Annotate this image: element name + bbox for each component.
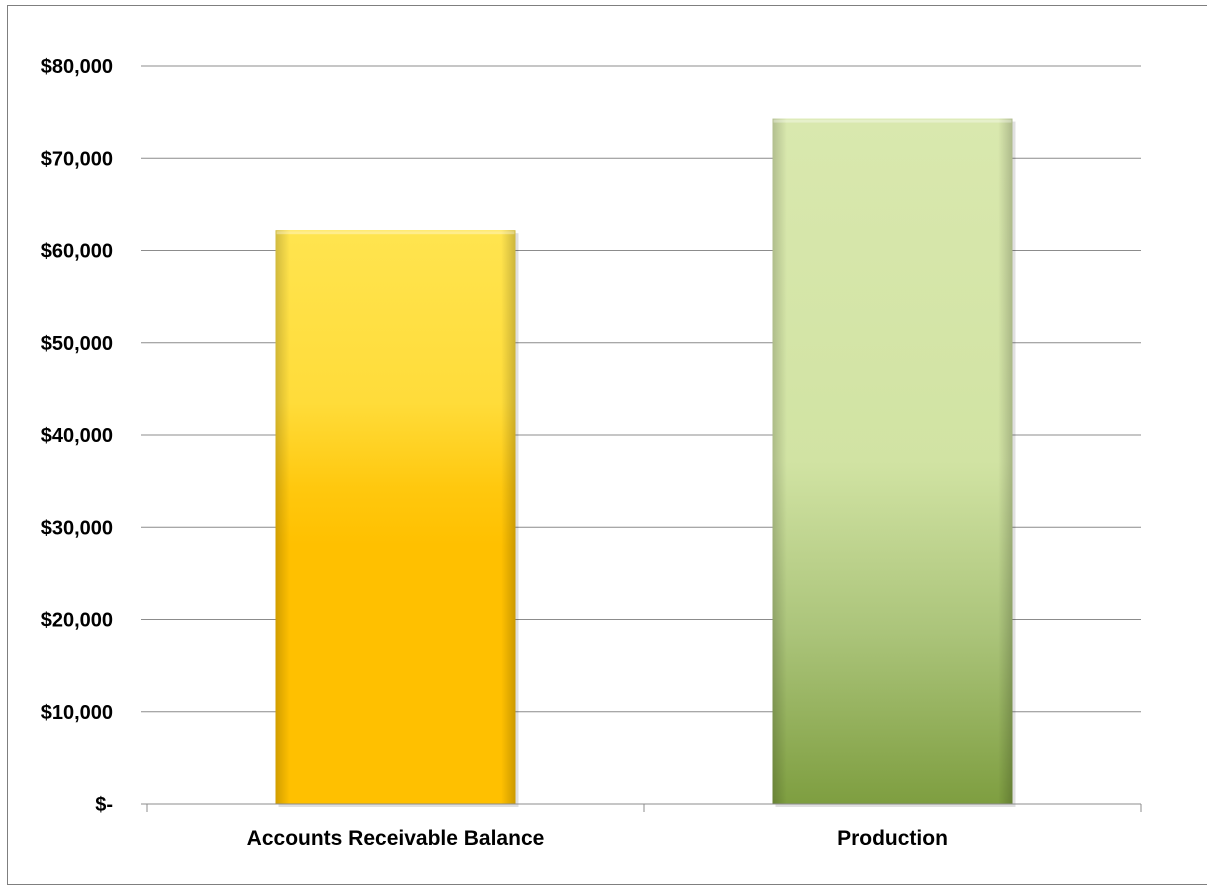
bars (275, 118, 1016, 807)
y-tick-label: $50,000 (41, 333, 113, 355)
x-category-label: Production (837, 827, 948, 850)
y-tick-label: $20,000 (41, 610, 113, 632)
bar-bevel (772, 118, 1013, 804)
bar-highlight (773, 119, 1012, 123)
tick-labels: $- $10,000 $20,000 $30,000 $40,000 $50,000 $60… (41, 56, 948, 850)
y-tick-label: $10,000 (41, 702, 113, 724)
y-tick-label: $80,000 (41, 56, 113, 78)
bar-bevel (275, 230, 516, 804)
y-tick-label: $40,000 (41, 425, 113, 447)
bar-highlight (276, 231, 515, 235)
axes (141, 65, 1142, 812)
y-tick-label: $30,000 (41, 517, 113, 539)
x-category-label: Accounts Receivable Balance (247, 827, 545, 850)
y-tick-label: $- (95, 794, 113, 816)
y-tick-label: $70,000 (41, 148, 113, 170)
y-tick-label: $60,000 (41, 241, 113, 263)
